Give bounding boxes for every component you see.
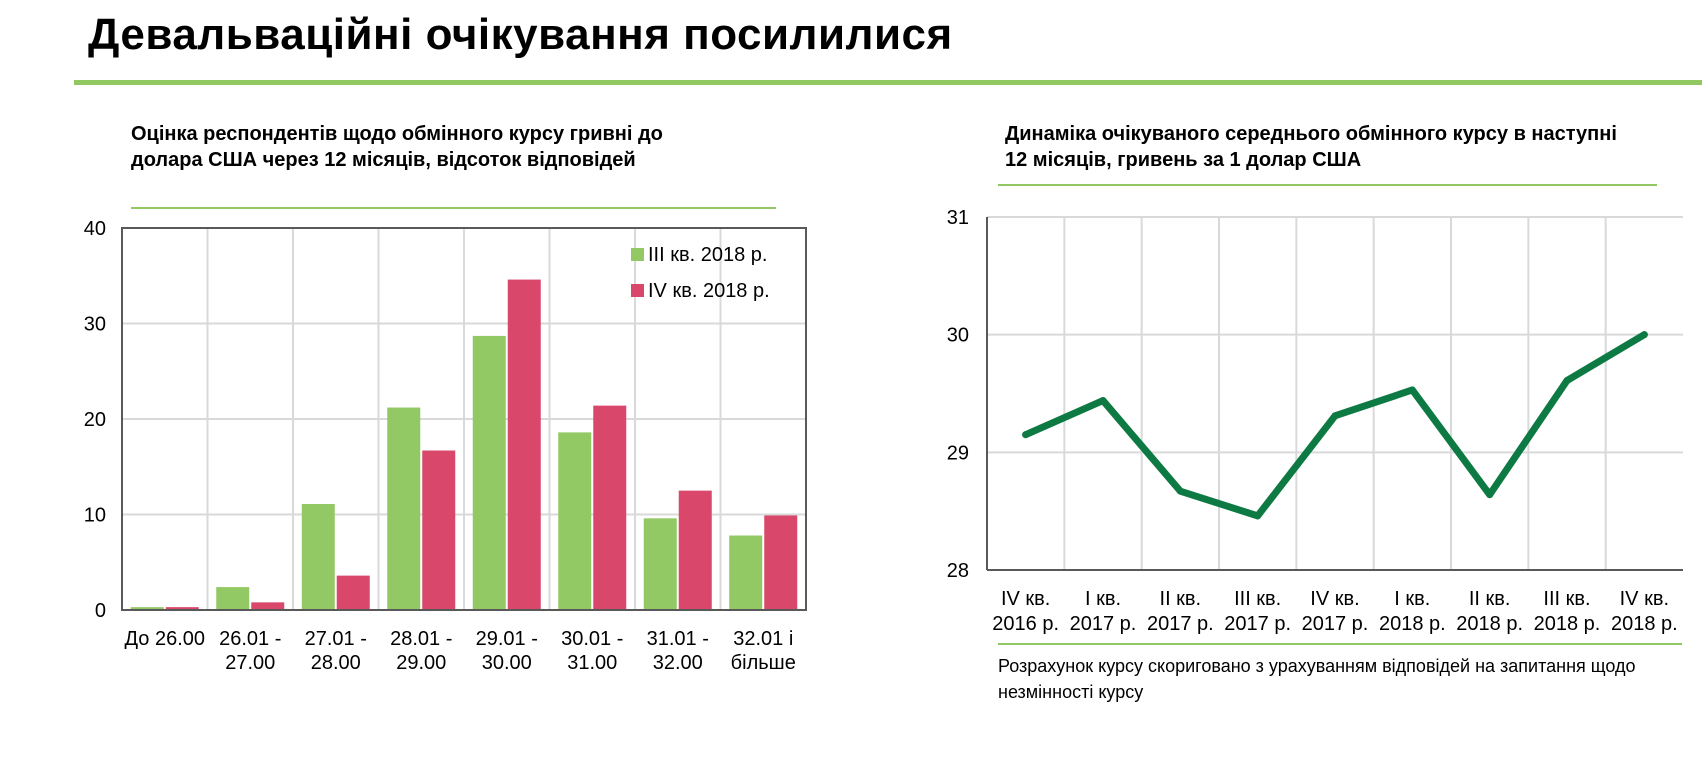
line-point (1640, 331, 1648, 339)
line-x-tick-label: 2018 р. (1534, 613, 1601, 635)
line-x-tick-label: 2018 р. (1456, 613, 1523, 635)
line-x-tick-label: IV кв. (1310, 588, 1359, 610)
bar-x-tick-label: 27.00 (225, 652, 275, 674)
bar-x-tick-label: 26.01 - (219, 628, 281, 650)
bar-x-tick-label: 29.00 (396, 652, 446, 674)
bar-x-tick-label: 28.01 - (390, 628, 452, 650)
line-x-tick-label: 2017 р. (1302, 613, 1369, 635)
bar-x-tick-label: 32.00 (653, 652, 703, 674)
line-x-tick-label: IV кв. (1001, 588, 1050, 610)
bar-y-tick-label: 0 (95, 600, 106, 622)
bar (165, 607, 199, 610)
bar (558, 432, 592, 610)
bar (216, 587, 250, 610)
bar (472, 335, 506, 610)
bar-y-tick-label: 20 (84, 409, 106, 431)
bar-x-tick-label: 27.01 - (305, 628, 367, 650)
bar (130, 607, 164, 610)
line-point (1176, 487, 1184, 495)
line-point (1408, 386, 1416, 394)
bar-y-tick-label: 30 (84, 314, 106, 336)
bar-x-tick-label: 30.01 - (561, 628, 623, 650)
bar-x-tick-label: більше (731, 652, 796, 674)
line-point (1022, 431, 1030, 439)
bar-y-tick-label: 40 (84, 218, 106, 240)
line-x-tick-label: 2018 р. (1611, 613, 1678, 635)
line-y-tick-label: 28 (947, 560, 969, 582)
bar-y-tick-label: 10 (84, 505, 106, 527)
bar (251, 602, 285, 610)
line-x-tick-label: II кв. (1160, 588, 1202, 610)
line-x-tick-label: 2018 р. (1379, 613, 1446, 635)
bar (507, 279, 541, 610)
line-point (1331, 412, 1339, 420)
bar-x-tick-label: 31.00 (567, 652, 617, 674)
line-x-tick-label: 2016 р. (992, 613, 1059, 635)
bar-x-tick-label: 29.01 - (476, 628, 538, 650)
bar-chart-title: Оцінка респондентів щодо обмінного курсу… (131, 123, 663, 171)
line-x-tick-label: III кв. (1543, 588, 1590, 610)
bar (336, 575, 370, 610)
line-chart-note: Розрахунок курсу скориговано з урахуванн… (998, 656, 1636, 702)
line-chart-title: Динаміка очікуваного середнього обмінног… (1005, 123, 1617, 171)
page-title: Девальваційні очікування посилилися (88, 10, 953, 59)
line-x-tick-label: 2017 р. (1147, 613, 1214, 635)
title-divider (74, 80, 1702, 85)
bar (729, 535, 763, 610)
bar-x-tick-label: 28.00 (311, 652, 361, 674)
line-chart-title-rule (998, 184, 1657, 186)
series-line (1022, 331, 1648, 520)
bar-plot-frame (121, 227, 807, 611)
line-x-tick-label: IV кв. (1620, 588, 1669, 610)
bar-x-tick-label: 30.00 (482, 652, 532, 674)
bar (422, 450, 456, 610)
line-point (1254, 512, 1262, 520)
line-x-tick-label: I кв. (1085, 588, 1121, 610)
line-x-tick-label: II кв. (1469, 588, 1511, 610)
line-y-tick-label: 29 (947, 442, 969, 464)
legend-label: ІV кв. 2018 р. (648, 280, 770, 302)
line-x-tick-label: I кв. (1394, 588, 1430, 610)
bar (764, 515, 798, 610)
bar-x-tick-label: До 26.00 (125, 628, 206, 650)
legend-swatch (631, 284, 644, 297)
line-x-tick-label: III кв. (1234, 588, 1281, 610)
line-point (1563, 377, 1571, 385)
bar (301, 503, 335, 610)
bar (678, 490, 712, 610)
line-x-tick-label: 2017 р. (1070, 613, 1137, 635)
bar (593, 405, 627, 610)
bar-x-tick-label: 31.01 - (647, 628, 709, 650)
line-y-tick-label: 30 (947, 325, 969, 347)
bar-chart-title-rule (131, 207, 776, 209)
bar (387, 407, 421, 610)
bar (643, 518, 677, 610)
legend-swatch (631, 248, 644, 261)
legend-label: ІІІ кв. 2018 р. (648, 244, 767, 266)
bar-x-tick-label: 32.01 і (733, 628, 793, 650)
line-y-tick-label: 31 (947, 207, 969, 229)
line-chart-note-rule (998, 643, 1682, 645)
line-point (1099, 397, 1107, 405)
line-point (1486, 491, 1494, 499)
line-x-tick-label: 2017 р. (1224, 613, 1291, 635)
